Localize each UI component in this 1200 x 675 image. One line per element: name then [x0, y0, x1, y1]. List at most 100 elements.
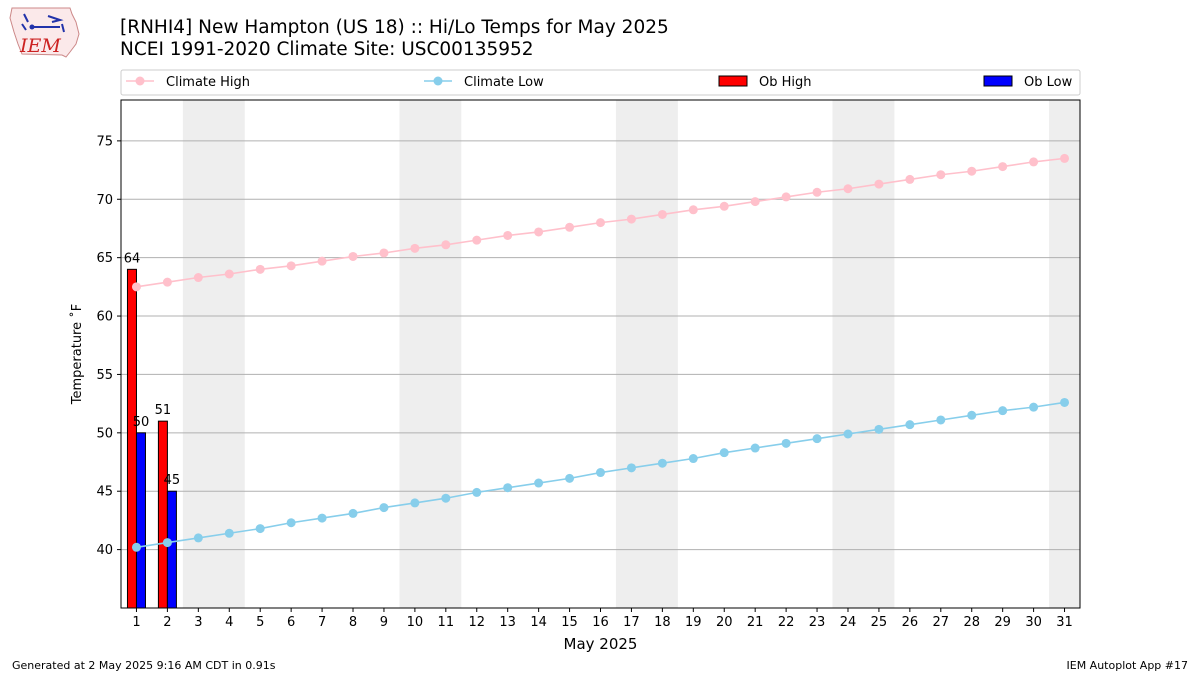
x-tick-label: 6	[287, 615, 295, 630]
ob-high-legend-swatch	[718, 75, 748, 87]
climate-low-point	[503, 483, 513, 493]
x-tick-label: 16	[592, 615, 609, 630]
ob-low-label: 45	[164, 473, 181, 488]
climate-low-point	[472, 487, 482, 497]
climate-low-point	[441, 493, 451, 503]
climate-low-legend-marker	[433, 76, 443, 86]
climate-high-point	[596, 218, 605, 228]
ob-high-label: 64	[124, 251, 141, 266]
climate-low-point	[967, 410, 977, 420]
climate-low-point	[348, 508, 358, 518]
climate-low-point	[905, 420, 915, 430]
x-tick-label: 23	[809, 615, 826, 630]
x-tick-label: 17	[623, 615, 640, 630]
climate-low-point	[812, 434, 822, 444]
climate-high-point	[1060, 153, 1070, 163]
weekend-band	[1049, 100, 1080, 608]
climate-high-point	[781, 192, 791, 202]
x-tick-label: 27	[933, 615, 950, 630]
y-tick-label: 40	[96, 543, 113, 558]
weekend-band	[182, 100, 245, 608]
climate-low-point	[224, 528, 234, 538]
climate-high-point	[503, 230, 513, 240]
climate-low-point	[286, 518, 296, 528]
climate-high-point	[874, 179, 884, 189]
ob-low-bar	[166, 490, 177, 609]
ob-low-legend-swatch	[983, 75, 1013, 87]
climate-high-point	[255, 264, 265, 274]
climate-high-legend-label: Climate High	[166, 75, 250, 90]
climate-high-point	[317, 256, 327, 266]
ob-high-label: 51	[155, 403, 172, 418]
x-tick-label: 24	[840, 615, 857, 630]
climate-high-point	[936, 170, 946, 180]
x-tick-label: 13	[499, 615, 516, 630]
x-tick-label: 30	[1025, 615, 1042, 630]
climate-low-point	[750, 443, 760, 453]
x-tick-label: 28	[963, 615, 980, 630]
climate-high-point	[286, 261, 296, 271]
climate-low-point	[193, 533, 203, 543]
climate-low-point	[596, 468, 605, 478]
climate-low-point	[317, 513, 327, 523]
climate-low-point	[719, 448, 729, 458]
climate-low-point	[657, 458, 667, 468]
x-tick-label: 31	[1056, 615, 1073, 630]
ob-high-bar	[126, 268, 137, 609]
x-tick-label: 7	[318, 615, 326, 630]
x-tick-label: 25	[871, 615, 888, 630]
climate-high-point	[967, 166, 977, 176]
climate-high-point	[348, 251, 358, 261]
climate-high-point	[193, 273, 203, 283]
climate-high-point	[1029, 157, 1039, 167]
x-tick-label: 14	[530, 615, 547, 630]
climate-low-point	[255, 524, 265, 534]
y-tick-label: 55	[96, 368, 113, 383]
x-tick-label: 18	[654, 615, 671, 630]
climate-high-point	[565, 222, 575, 232]
weekend-band	[399, 100, 462, 608]
x-tick-label: 10	[407, 615, 424, 630]
climate-low-point	[379, 503, 389, 513]
logo-text: IEM	[19, 35, 61, 57]
y-tick-label: 60	[96, 310, 113, 325]
x-tick-label: 9	[380, 615, 388, 630]
climate-high-point	[750, 197, 760, 207]
generated-timestamp: Generated at 2 May 2025 9:16 AM CDT in 0…	[12, 659, 276, 672]
weather-station-icon	[21, 13, 65, 33]
climate-high-point	[441, 240, 451, 250]
x-tick-label: 11	[438, 615, 455, 630]
y-tick-label: 70	[96, 193, 113, 208]
chart-title: [RNHI4] New Hampton (US 18) :: Hi/Lo Tem…	[120, 17, 669, 38]
climate-high-point	[379, 248, 389, 258]
climate-high-point	[410, 243, 420, 253]
y-tick-label: 65	[96, 251, 113, 266]
x-tick-label: 29	[994, 615, 1011, 630]
climate-low-point	[131, 542, 141, 552]
x-axis-label: May 2025	[564, 635, 638, 653]
y-tick-label: 75	[96, 134, 113, 149]
climate-low-point	[874, 424, 884, 434]
climate-low-point	[781, 438, 791, 448]
climate-low-point	[1029, 402, 1039, 412]
y-axis-label: Temperature ˚F	[69, 304, 85, 405]
ob-high-bar	[157, 420, 168, 609]
climate-high-point	[688, 205, 698, 215]
x-tick-label: 26	[902, 615, 919, 630]
climate-low-point	[688, 454, 698, 464]
climate-low-legend-label: Climate Low	[464, 75, 544, 90]
climate-low-point	[626, 463, 636, 473]
climate-high-point	[224, 269, 234, 279]
climate-low-point	[1060, 397, 1070, 407]
x-tick-label: 12	[468, 615, 485, 630]
x-tick-label: 5	[256, 615, 264, 630]
climate-low-point	[162, 538, 172, 548]
climate-low-point	[998, 406, 1008, 416]
climate-high-point	[162, 277, 172, 287]
ob-low-legend-label: Ob Low	[1024, 75, 1073, 90]
x-tick-label: 22	[778, 615, 795, 630]
climate-low-point	[410, 498, 420, 508]
climate-high-point	[131, 282, 141, 292]
climate-high-point	[534, 227, 544, 237]
